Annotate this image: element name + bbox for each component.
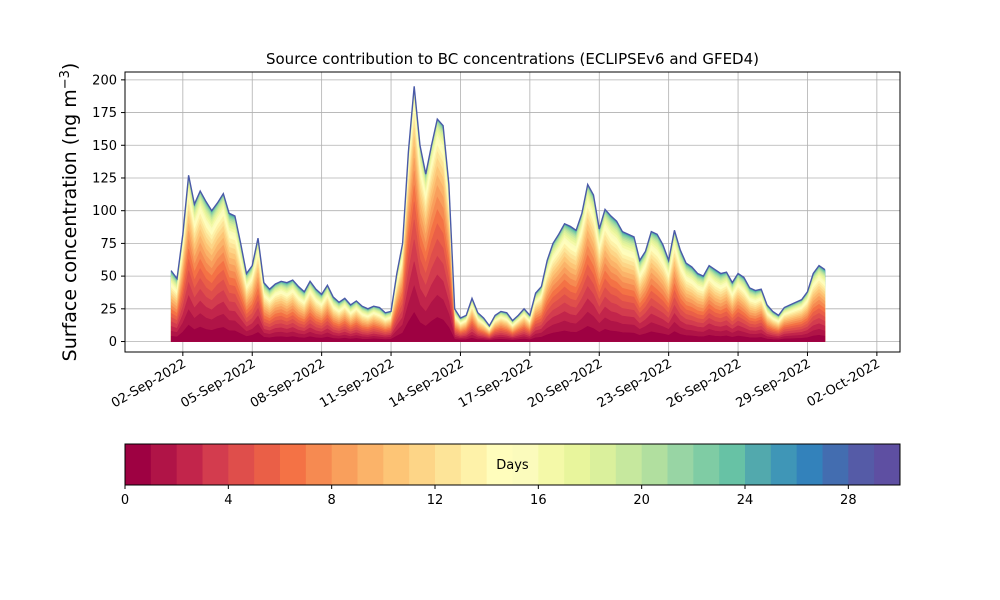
colorbar-swatch-5 — [254, 444, 281, 485]
colorbar-swatch-7 — [305, 444, 333, 485]
x-tick-label-3: 11-Sep-2022 — [317, 356, 397, 411]
colorbar-swatch-12 — [435, 444, 462, 485]
y-axis-label-superscript: −3 — [58, 70, 73, 89]
x-tick-label-8: 26-Sep-2022 — [664, 356, 744, 411]
colorbar-swatch-22 — [693, 444, 720, 485]
area-layer-day-2 — [170, 261, 826, 342]
colorbar-swatch-2 — [176, 444, 203, 485]
colorbar-tick-label-2: 8 — [328, 493, 336, 508]
colorbar-swatch-4 — [228, 444, 255, 485]
colorbar-swatch-9 — [357, 444, 384, 485]
x-tick-label-0: 02-Sep-2022 — [109, 356, 189, 411]
colorbar-swatch-21 — [667, 444, 694, 485]
x-tick-label-6: 20-Sep-2022 — [525, 356, 605, 411]
colorbar-swatch-6 — [280, 444, 307, 485]
colorbar-swatch-19 — [615, 444, 643, 485]
y-tick-label-5: 125 — [92, 171, 117, 186]
colorbar-tick-label-3: 12 — [427, 493, 444, 508]
colorbar-swatch-1 — [150, 444, 178, 485]
colorbar-tick-label-0: 0 — [121, 493, 129, 508]
colorbar-swatch-11 — [409, 444, 436, 485]
colorbar-tick-label-7: 28 — [840, 493, 857, 508]
y-axis-label: Surface concentration (ng m−3) — [58, 63, 81, 362]
area-layer-day-3 — [170, 239, 826, 342]
y-tick-label-6: 150 — [92, 139, 117, 154]
chart-title: Source contribution to BC concentrations… — [266, 50, 759, 68]
colorbar-swatch-24 — [745, 444, 772, 485]
y-tick-label-0: 0 — [109, 335, 117, 350]
colorbar-swatch-18 — [590, 444, 617, 485]
y-tick-label-1: 25 — [100, 302, 117, 317]
plot-frame — [124, 71, 901, 353]
colorbar-swatch-28 — [848, 444, 875, 485]
x-tick-label-9: 29-Sep-2022 — [734, 356, 814, 411]
x-tick-label-5: 17-Sep-2022 — [456, 356, 536, 411]
y-tick-label-3: 75 — [100, 237, 117, 252]
colorbar-swatch-0 — [125, 444, 152, 485]
y-tick-label-4: 100 — [92, 204, 117, 219]
area-layer-day-1 — [170, 284, 826, 342]
colorbar-swatch-13 — [460, 444, 488, 485]
colorbar-tick-label-4: 16 — [530, 493, 547, 508]
colorbar-tick-label-6: 24 — [737, 493, 754, 508]
colorbar-swatch-10 — [383, 444, 410, 485]
colorbar: Days 0 4 8 12 16 20 24 28 — [121, 443, 901, 508]
x-tick-label-1: 05-Sep-2022 — [178, 356, 258, 411]
colorbar-swatch-20 — [641, 444, 668, 485]
x-tick-label-7: 23-Sep-2022 — [595, 356, 675, 411]
colorbar-swatch-17 — [564, 444, 591, 485]
y-axis-label-close: ) — [59, 63, 81, 70]
plot-area: 0 25 50 75 100 125 150 175 200 02-Sep-202205-Sep-… — [92, 71, 901, 411]
colorbar-frame — [124, 443, 901, 486]
colorbar-swatch-3 — [202, 444, 229, 485]
colorbar-swatch-26 — [796, 444, 823, 485]
area-layer-day-0 — [170, 311, 826, 342]
colorbar-swatch-15 — [512, 444, 539, 485]
y-tick-label-2: 50 — [100, 270, 117, 285]
total-concentration-line — [170, 86, 826, 328]
x-tick-label-4: 14-Sep-2022 — [387, 356, 467, 411]
y-axis-label-main: Surface concentration (ng m — [59, 89, 81, 361]
y-tick-label-8: 200 — [92, 73, 117, 88]
y-tick-label-7: 175 — [92, 106, 117, 121]
colorbar-swatch-23 — [719, 444, 746, 485]
x-tick-label-2: 08-Sep-2022 — [248, 356, 328, 411]
colorbar-swatch-14 — [486, 444, 513, 485]
area-layer-day-4 — [170, 219, 826, 342]
colorbar-tick-label-1: 4 — [224, 493, 232, 508]
colorbar-swatch-29 — [874, 444, 901, 485]
colorbar-label: Days — [496, 458, 529, 473]
colorbar-swatch-8 — [331, 444, 358, 485]
colorbar-tick-label-5: 20 — [633, 493, 650, 508]
colorbar-swatch-16 — [538, 444, 565, 485]
colorbar-swatch-27 — [822, 444, 849, 485]
x-tick-label-10: 02-Oct-2022 — [804, 356, 882, 410]
colorbar-swatch-25 — [770, 444, 798, 485]
